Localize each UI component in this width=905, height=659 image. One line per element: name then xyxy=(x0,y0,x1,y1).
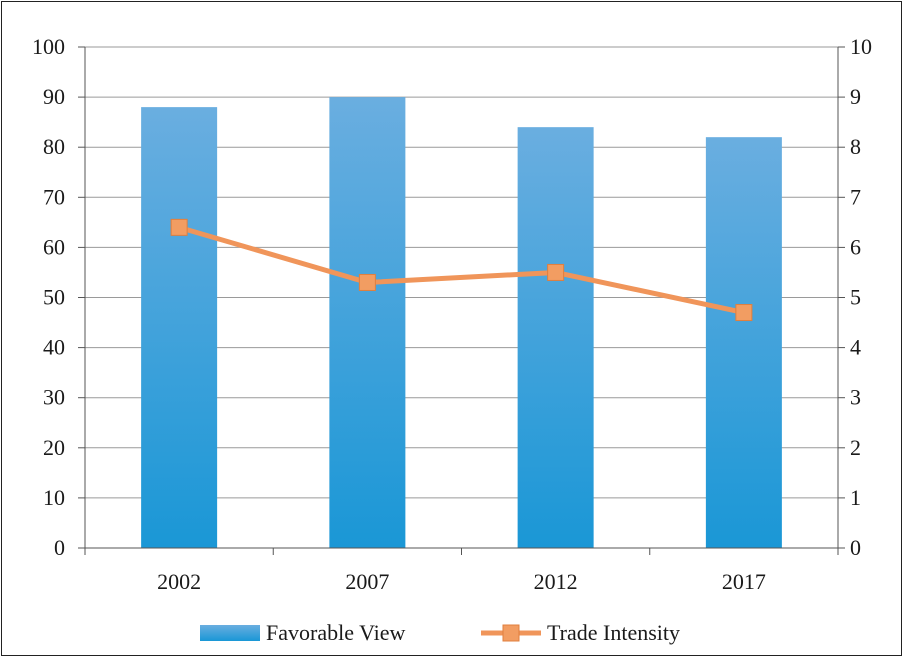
line-marker xyxy=(358,273,376,291)
x-tick-label: 2002 xyxy=(157,569,201,594)
x-axis-ticks: 2002 2007 2012 2017 xyxy=(157,569,766,594)
legend-label-line: Trade Intensity xyxy=(547,620,680,645)
left-tick-label: 60 xyxy=(43,234,65,259)
right-tick-label: 9 xyxy=(850,84,861,109)
line-marker xyxy=(547,263,565,281)
x-tick-label: 2017 xyxy=(722,569,766,594)
left-axis-ticks: 0 10 20 30 40 50 60 70 80 90 100 xyxy=(32,34,65,560)
left-tick-label: 10 xyxy=(43,485,65,510)
left-tick-label: 70 xyxy=(43,184,65,209)
right-tick-label: 10 xyxy=(850,34,872,59)
bar xyxy=(141,107,218,549)
axes xyxy=(78,46,845,555)
trend-line xyxy=(178,224,745,315)
left-tick-label: 20 xyxy=(43,435,65,460)
right-tick-label: 6 xyxy=(850,234,861,259)
right-axis-ticks: 0 1 2 3 4 5 6 7 8 9 10 xyxy=(850,34,872,560)
legend-swatch-marker xyxy=(502,624,520,642)
x-tick-label: 2007 xyxy=(345,569,389,594)
right-tick-label: 5 xyxy=(850,285,861,310)
left-tick-label: 90 xyxy=(43,84,65,109)
right-tick-label: 3 xyxy=(850,385,861,410)
right-tick-label: 4 xyxy=(850,335,861,360)
legend: Favorable View Trade Intensity xyxy=(200,620,680,645)
line-marker xyxy=(170,218,188,236)
bar-series xyxy=(141,97,782,549)
legend-swatch-bar xyxy=(200,625,260,641)
right-tick-label: 2 xyxy=(850,435,861,460)
bar xyxy=(517,127,594,548)
bar xyxy=(329,97,406,548)
left-tick-label: 0 xyxy=(54,535,65,560)
right-tick-label: 0 xyxy=(850,535,861,560)
x-tick-label: 2012 xyxy=(534,569,578,594)
line-series xyxy=(170,218,753,322)
left-tick-label: 50 xyxy=(43,285,65,310)
left-tick-label: 100 xyxy=(32,34,65,59)
right-tick-label: 8 xyxy=(850,134,861,159)
left-tick-label: 30 xyxy=(43,385,65,410)
line-marker xyxy=(735,304,753,322)
left-tick-label: 80 xyxy=(43,134,65,159)
right-tick-label: 1 xyxy=(850,485,861,510)
left-tick-label: 40 xyxy=(43,335,65,360)
right-tick-label: 7 xyxy=(850,184,861,209)
bar xyxy=(705,137,782,548)
legend-label-bar: Favorable View xyxy=(266,620,406,645)
